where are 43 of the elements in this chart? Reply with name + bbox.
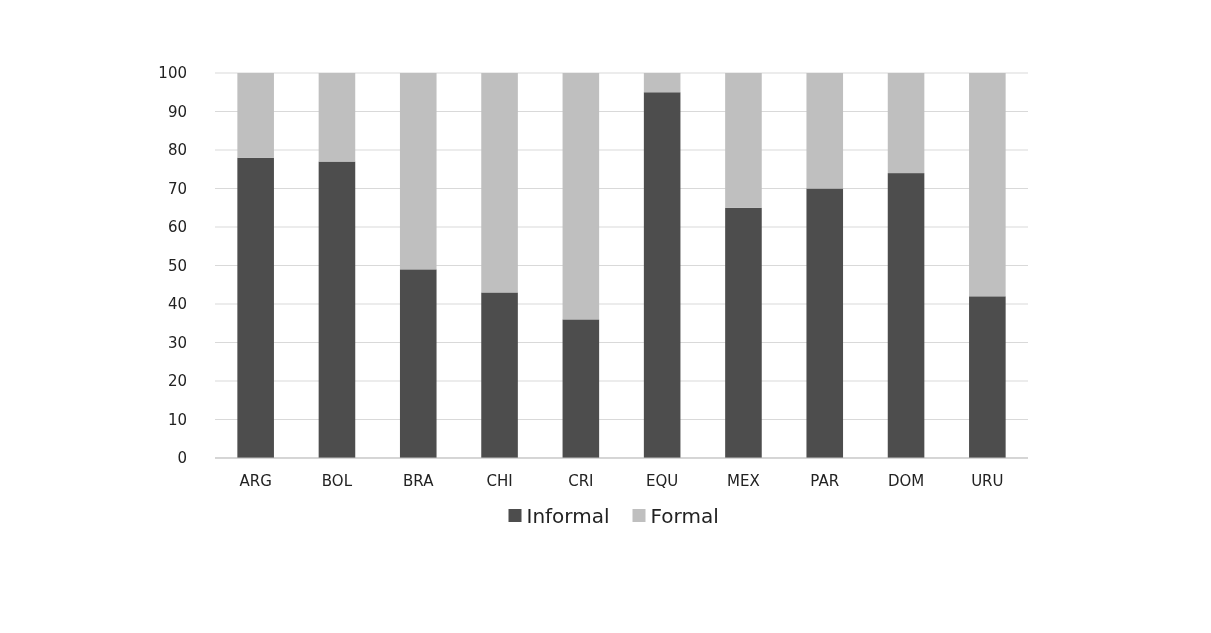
y-tick-label: 30 [167, 333, 187, 352]
y-tick-label: 90 [167, 102, 187, 121]
bar [237, 157, 274, 458]
x-tick-label: BOL [321, 472, 353, 490]
bar [562, 73, 600, 320]
bar [887, 73, 925, 174]
bar [806, 188, 844, 458]
x-tick-label: ARG [239, 472, 272, 490]
x-tick-label: MEX [727, 472, 760, 490]
y-tick-label: 100 [158, 64, 187, 83]
x-tick-label: URU [971, 472, 1004, 490]
bar [399, 73, 437, 270]
bar [643, 92, 681, 458]
y-tick-label: 40 [167, 295, 187, 314]
bar [481, 73, 518, 293]
bar [481, 292, 518, 458]
bar [725, 207, 762, 458]
bar [806, 73, 844, 189]
y-tick-label: 60 [167, 218, 187, 237]
x-tick-label: CRI [568, 472, 594, 490]
bar [562, 319, 600, 458]
bar [237, 73, 274, 158]
bar [399, 269, 437, 458]
y-tick-label: 50 [167, 256, 187, 275]
bar [969, 73, 1006, 297]
y-tick-label: 80 [167, 141, 187, 160]
bar [643, 73, 681, 93]
x-tick-label: DOM [887, 472, 925, 490]
x-tick-label: EQU [646, 472, 679, 490]
bar [887, 173, 925, 458]
y-tick-label: 10 [167, 410, 187, 429]
x-tick-label: PAR [810, 472, 840, 490]
legend-label: Formal [650, 504, 719, 528]
y-tick-label: 0 [177, 449, 187, 468]
bar [969, 296, 1006, 458]
bar [318, 73, 356, 162]
y-tick-label: 70 [167, 179, 187, 198]
x-tick-label: CHI [486, 472, 513, 490]
y-tick-label: 20 [167, 372, 187, 391]
bar [725, 73, 762, 208]
x-tick-label: BRA [403, 472, 435, 490]
legend-label: Informal [526, 504, 610, 528]
bar [318, 161, 356, 458]
